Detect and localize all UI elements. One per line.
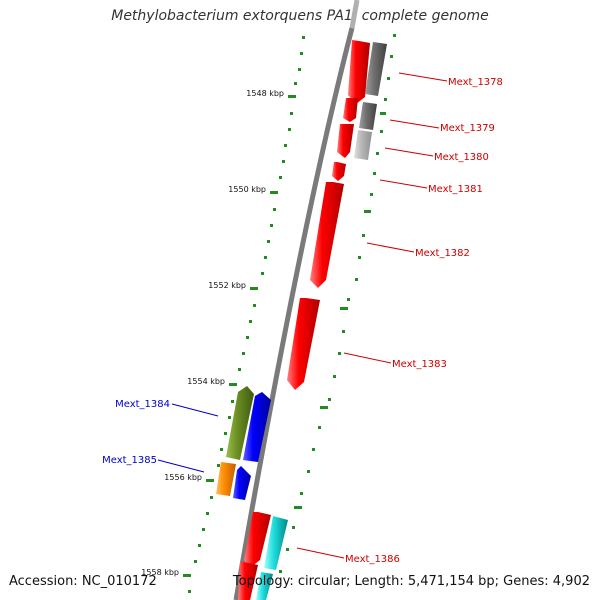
leader-mext-1378 — [398, 72, 448, 82]
gene-mext-1379[interactable] — [343, 98, 358, 122]
leader-mext-1386 — [296, 547, 345, 559]
leader-mext-1385 — [157, 459, 205, 473]
map-title: Methylobacterium extorquens PA1, complet… — [111, 8, 489, 24]
leader-mext-1379 — [389, 119, 440, 129]
gene-mext-1382[interactable] — [310, 182, 344, 288]
accession-text: Accession: NC_010172 — [9, 574, 157, 589]
genome-summary-text: Topology: circular; Length: 5,471,154 bp… — [232, 574, 590, 589]
scale-label-1554: 1554 kbp — [187, 377, 225, 386]
scale-label-1556: 1556 kbp — [164, 473, 202, 482]
gene-mext-1384-olive[interactable] — [226, 386, 254, 460]
feature-grey-2[interactable] — [359, 102, 377, 130]
label-mext-1380[interactable]: Mext_1380 — [434, 152, 489, 163]
gene-mext-1385-orange[interactable] — [216, 462, 236, 496]
scale-label-1548: 1548 kbp — [246, 89, 284, 98]
leader-mext-1381 — [379, 179, 428, 189]
leader-mext-1383 — [343, 352, 392, 364]
leader-mext-1382 — [366, 242, 415, 253]
label-mext-1382[interactable]: Mext_1382 — [415, 248, 470, 259]
scale-label-1552: 1552 kbp — [208, 281, 246, 290]
gene-mext-1386[interactable] — [244, 512, 271, 568]
gene-mext-1384[interactable] — [243, 392, 271, 462]
feature-cyan-1[interactable] — [264, 516, 288, 570]
gene-mext-1380[interactable] — [337, 124, 354, 158]
leader-mext-1380 — [384, 147, 434, 157]
feature-grey-1[interactable] — [365, 42, 387, 96]
gene-mext-1378[interactable] — [348, 40, 370, 104]
label-mext-1381[interactable]: Mext_1381 — [428, 184, 483, 195]
gene-red-lower[interactable] — [238, 562, 258, 600]
scale-dots-right — [279, 34, 396, 573]
label-mext-1379[interactable]: Mext_1379 — [440, 123, 495, 134]
feature-lightgrey[interactable] — [354, 130, 372, 160]
label-mext-1378[interactable]: Mext_1378 — [448, 77, 503, 88]
reverse-genes — [216, 386, 288, 600]
label-mext-1383[interactable]: Mext_1383 — [392, 359, 447, 370]
scale-dots-left — [183, 36, 305, 593]
label-mext-1386[interactable]: Mext_1386 — [345, 554, 400, 565]
gene-mext-1385[interactable] — [233, 466, 251, 500]
forward-genes — [238, 40, 370, 600]
feature-cyan-2[interactable] — [256, 572, 273, 600]
label-mext-1384[interactable]: Mext_1384 — [115, 399, 170, 410]
gene-mext-1381[interactable] — [332, 162, 346, 181]
scale-label-1550: 1550 kbp — [228, 185, 266, 194]
label-mext-1385[interactable]: Mext_1385 — [102, 455, 157, 466]
scale-label-1558: 1558 kbp — [141, 568, 179, 577]
leader-mext-1384 — [171, 403, 219, 417]
gene-mext-1383[interactable] — [287, 298, 320, 390]
grey-features — [354, 42, 387, 160]
genome-backbone — [233, 27, 355, 600]
